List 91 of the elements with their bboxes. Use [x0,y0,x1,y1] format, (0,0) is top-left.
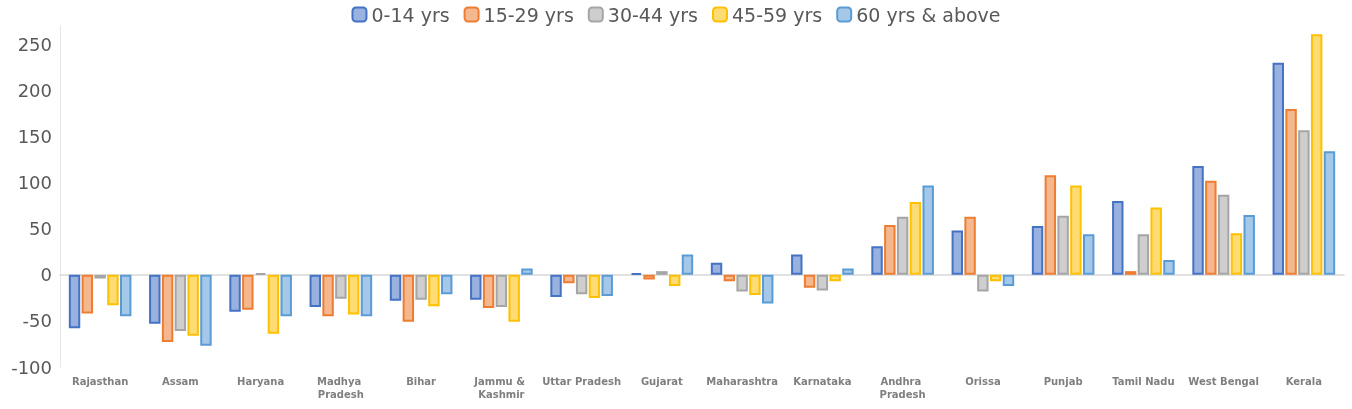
bar [242,274,254,310]
x-tick-label: Madhya Pradesh [317,376,365,400]
bar [1323,151,1336,275]
bar [1083,234,1095,275]
bar [187,274,199,336]
bar [482,274,495,309]
bar [1150,207,1162,275]
bar [267,274,280,334]
bar [81,274,94,314]
bar [1205,180,1217,275]
x-tick-label: Andhra Pradesh [879,376,926,400]
bar [1310,34,1323,275]
bar [1163,260,1175,275]
x-tick-label: Kerala [1285,376,1322,387]
bar [643,274,655,280]
bar [107,274,119,306]
bar [668,274,681,286]
bar [871,246,883,275]
y-tick-label: 250 [17,33,52,55]
bar [120,274,132,317]
bar [360,274,373,317]
bar [922,185,934,275]
legend-label: 30-44 yrs [607,3,699,26]
x-tick-label: Orissa [965,376,1001,387]
bar [1192,166,1204,275]
bar [588,274,601,298]
bar [681,254,694,275]
bar [1272,62,1284,275]
bar [1243,214,1255,275]
y-tick-label: -50 [22,310,52,332]
bar [1031,225,1044,275]
bar [1230,233,1243,275]
bar [441,274,453,295]
bar [842,268,854,275]
bar [347,274,360,315]
bar [309,274,321,308]
bar [521,268,533,275]
bar [762,274,774,304]
bar [280,274,292,317]
x-tick-label: Tamil Nadu [1112,376,1175,387]
bar [1002,274,1015,286]
bar [710,262,723,275]
bar [791,254,803,275]
bar [508,274,520,322]
bar [1070,185,1082,275]
x-tick-label: West Bengal [1188,376,1259,387]
y-tick-label: 0 [40,264,52,286]
bar [884,225,896,275]
y-tick-label: 150 [17,126,52,148]
y-tick-label: 50 [29,218,52,240]
y-tick-label: 100 [17,172,52,194]
x-tick-label: Jammu & Kashmir [473,376,529,400]
x-tick-label: Bihar [406,376,437,387]
x-tick-label: Rajasthan [71,376,129,387]
bar [428,274,440,307]
bar [161,274,174,343]
bar [149,274,161,324]
legend-label: 0-14 yrs [371,3,450,26]
bar [1112,201,1124,275]
bar [601,274,613,297]
legend-label: 15-29 yrs [483,3,574,26]
bar [829,274,841,282]
x-tick-label: Gujarat [640,376,684,387]
bar [68,274,81,329]
bar [550,274,562,297]
bar [563,274,575,284]
x-tick-label: Assam [161,376,199,387]
x-tick-label: Punjab [1043,376,1083,387]
bar [1285,108,1297,275]
bar [989,274,1002,282]
x-tick-label: Maharashtra [706,376,779,387]
bar [389,274,402,301]
y-tick-label: -100 [11,356,52,378]
x-tick-label: Karnataka [793,376,852,387]
bar [229,274,241,312]
bar [909,202,922,275]
bar [803,274,816,288]
bar [964,216,976,275]
bar [749,274,761,296]
y-tick-label: 200 [17,80,52,102]
bar [200,274,212,346]
legend-label: 45-59 yrs [732,3,823,26]
bar [322,274,334,317]
legend-label: 60 yrs & above [856,3,1001,26]
bar [951,230,963,275]
x-tick-label: Haryana [237,376,285,387]
bar [1044,175,1057,275]
bar [723,274,736,282]
bar [402,274,415,322]
x-tick-label: Uttar Pradesh [542,376,622,387]
bar [470,274,482,300]
